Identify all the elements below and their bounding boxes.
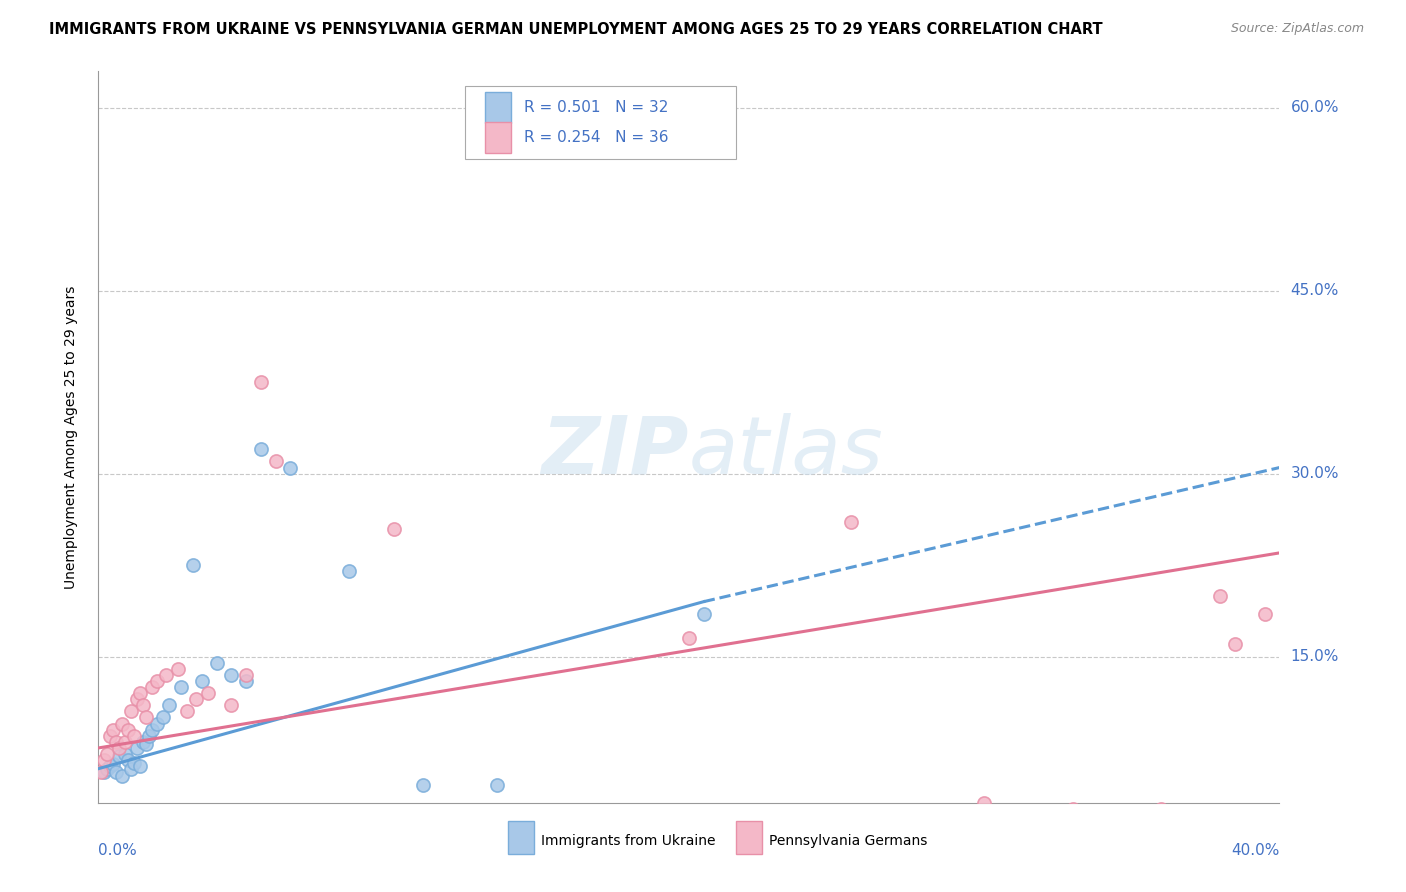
Point <box>221 698 243 713</box>
Point <box>146 673 169 688</box>
Point <box>117 723 139 737</box>
Point <box>250 442 273 457</box>
Point <box>135 710 157 724</box>
Point <box>90 765 112 780</box>
Text: Immigrants from Ukraine: Immigrants from Ukraine <box>541 834 716 847</box>
Point <box>120 762 142 776</box>
Point <box>1062 802 1084 816</box>
Point <box>114 747 136 761</box>
Point <box>412 778 434 792</box>
Point <box>250 375 273 389</box>
Text: IMMIGRANTS FROM UKRAINE VS PENNSYLVANIA GERMAN UNEMPLOYMENT AMONG AGES 25 TO 29 : IMMIGRANTS FROM UKRAINE VS PENNSYLVANIA … <box>49 22 1102 37</box>
Point <box>108 749 131 764</box>
Point <box>678 632 700 646</box>
Point <box>125 740 148 755</box>
Point <box>120 705 142 719</box>
Point <box>98 759 121 773</box>
Point <box>132 698 155 713</box>
FancyBboxPatch shape <box>508 822 534 854</box>
Text: R = 0.501   N = 32: R = 0.501 N = 32 <box>523 100 668 115</box>
Text: R = 0.254   N = 36: R = 0.254 N = 36 <box>523 129 668 145</box>
Point <box>221 667 243 681</box>
Text: 40.0%: 40.0% <box>1232 843 1279 858</box>
Text: 15.0%: 15.0% <box>1291 649 1339 664</box>
Text: 45.0%: 45.0% <box>1291 284 1339 298</box>
Point <box>280 460 302 475</box>
Point <box>93 753 115 767</box>
Point <box>98 729 121 743</box>
Point <box>264 454 287 468</box>
FancyBboxPatch shape <box>485 122 510 153</box>
Point <box>176 705 198 719</box>
Point <box>1254 607 1277 621</box>
Point <box>235 673 257 688</box>
Point <box>96 762 118 776</box>
Point <box>114 735 136 749</box>
Point <box>973 796 995 810</box>
Point <box>103 723 125 737</box>
Y-axis label: Unemployment Among Ages 25 to 29 years: Unemployment Among Ages 25 to 29 years <box>63 285 77 589</box>
Point <box>1150 802 1173 816</box>
Point <box>841 516 863 530</box>
Point <box>111 716 134 731</box>
Point <box>205 656 228 670</box>
FancyBboxPatch shape <box>485 92 510 122</box>
Point <box>93 765 115 780</box>
FancyBboxPatch shape <box>737 822 762 854</box>
Point <box>132 735 155 749</box>
Point <box>152 710 174 724</box>
Point <box>486 778 509 792</box>
Point <box>155 667 177 681</box>
Point <box>170 680 193 694</box>
Point <box>122 729 145 743</box>
Text: atlas: atlas <box>689 413 884 491</box>
Text: 30.0%: 30.0% <box>1291 467 1339 481</box>
Point <box>138 729 160 743</box>
Text: ZIP: ZIP <box>541 413 689 491</box>
Point <box>108 740 131 755</box>
Point <box>191 673 214 688</box>
Point <box>181 558 204 573</box>
Text: Pennsylvania Germans: Pennsylvania Germans <box>769 834 928 847</box>
Point <box>141 680 163 694</box>
Point <box>135 737 157 751</box>
Point <box>382 521 405 535</box>
Point <box>184 692 207 706</box>
Point <box>122 756 145 770</box>
Point <box>105 765 128 780</box>
Point <box>339 564 361 578</box>
Point <box>103 756 125 771</box>
Point <box>96 747 118 761</box>
Point <box>141 723 163 737</box>
Point <box>693 607 716 621</box>
Point <box>1209 589 1232 603</box>
Point <box>197 686 219 700</box>
Point <box>146 716 169 731</box>
Point <box>157 698 180 713</box>
Point <box>128 686 150 700</box>
Point <box>167 662 190 676</box>
FancyBboxPatch shape <box>464 86 737 159</box>
Point <box>105 735 128 749</box>
Text: 60.0%: 60.0% <box>1291 101 1339 115</box>
Point <box>111 769 134 783</box>
Text: Source: ZipAtlas.com: Source: ZipAtlas.com <box>1230 22 1364 36</box>
Point <box>235 667 257 681</box>
Point <box>128 759 150 773</box>
Text: 0.0%: 0.0% <box>98 843 138 858</box>
Point <box>117 753 139 767</box>
Point <box>125 692 148 706</box>
Point <box>1225 637 1247 651</box>
